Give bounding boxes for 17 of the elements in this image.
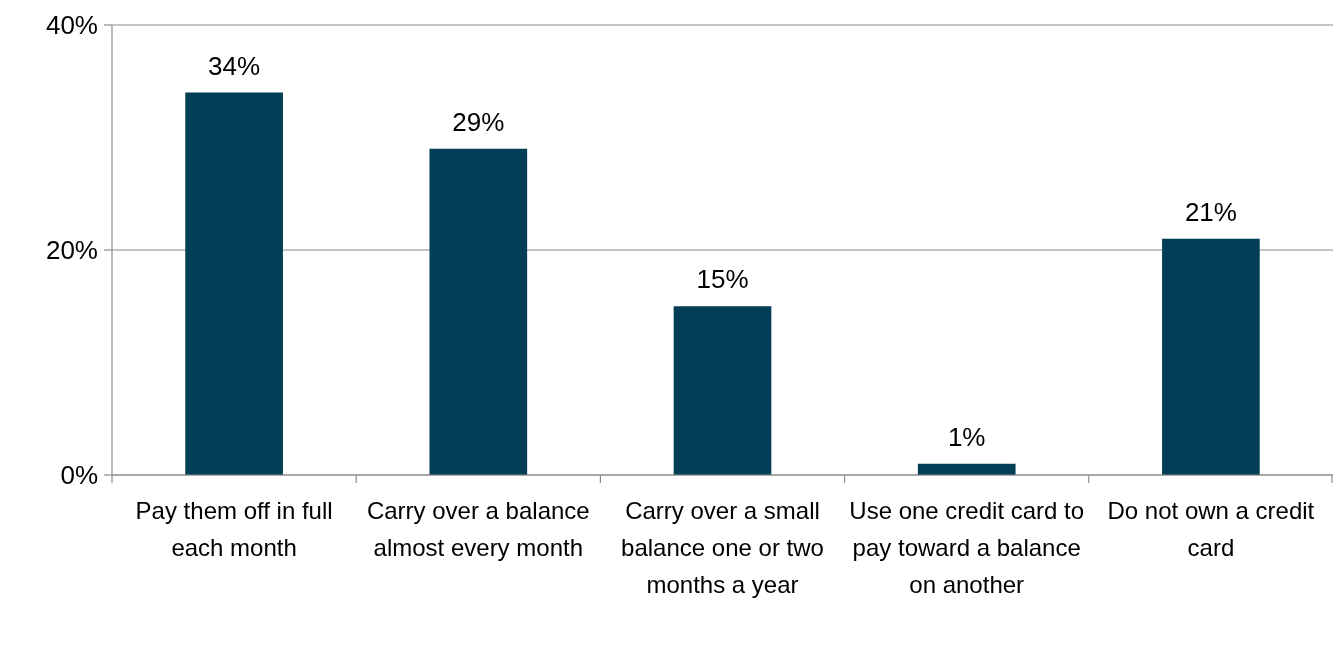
x-tick-label: Pay them off in full each month [135,497,333,561]
y-tick-label: 0% [60,460,98,491]
data-label: 21% [1184,196,1237,227]
y-tick-label: 20% [45,235,98,266]
bar [429,148,528,475]
bar [1162,238,1260,475]
data-label: 29% [452,106,505,137]
y-tick-label: 40% [45,10,98,41]
bar [185,92,283,475]
x-tick-label: Use one credit card to pay toward a balance on another [849,497,1085,598]
x-tick-label: Carry over a balance almost every month [366,497,590,561]
data-label: 1% [947,421,986,452]
x-tick-label: Do not own a credit card [1107,497,1315,561]
data-label: 34% [208,50,261,81]
data-label: 15% [696,264,749,295]
bar [673,306,772,475]
x-tick-label: Carry over a small balance one or two months a year [621,497,824,598]
